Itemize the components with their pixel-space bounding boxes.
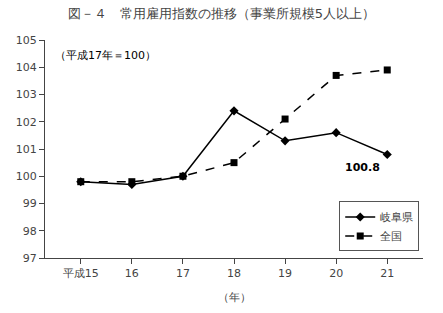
svg-text:図－４ 常用雇用指数の推移（事業所規模5人以上）: 図－４ 常用雇用指数の推移（事業所規模5人以上）	[68, 6, 375, 21]
svg-text:全国: 全国	[380, 230, 402, 243]
svg-text:20: 20	[329, 267, 343, 280]
svg-text:19: 19	[278, 267, 292, 280]
svg-text:18: 18	[227, 267, 241, 280]
svg-text:（平成17年＝100）: （平成17年＝100）	[55, 49, 156, 62]
svg-text:97: 97	[23, 252, 37, 265]
svg-text:104: 104	[16, 61, 37, 74]
svg-text:16: 16	[125, 267, 139, 280]
svg-text:98: 98	[23, 225, 37, 238]
svg-text:21: 21	[380, 267, 394, 280]
svg-text:101: 101	[16, 143, 37, 156]
svg-text:（年）: （年）	[218, 291, 251, 304]
svg-text:105: 105	[16, 34, 37, 47]
svg-text:100.8: 100.8	[345, 161, 380, 174]
svg-text:99: 99	[23, 197, 37, 210]
svg-text:103: 103	[16, 88, 37, 101]
svg-text:平成15: 平成15	[63, 267, 99, 280]
svg-text:岐阜県: 岐阜県	[380, 211, 413, 224]
svg-text:17: 17	[176, 267, 190, 280]
svg-text:102: 102	[16, 116, 37, 129]
svg-text:100: 100	[16, 170, 37, 183]
